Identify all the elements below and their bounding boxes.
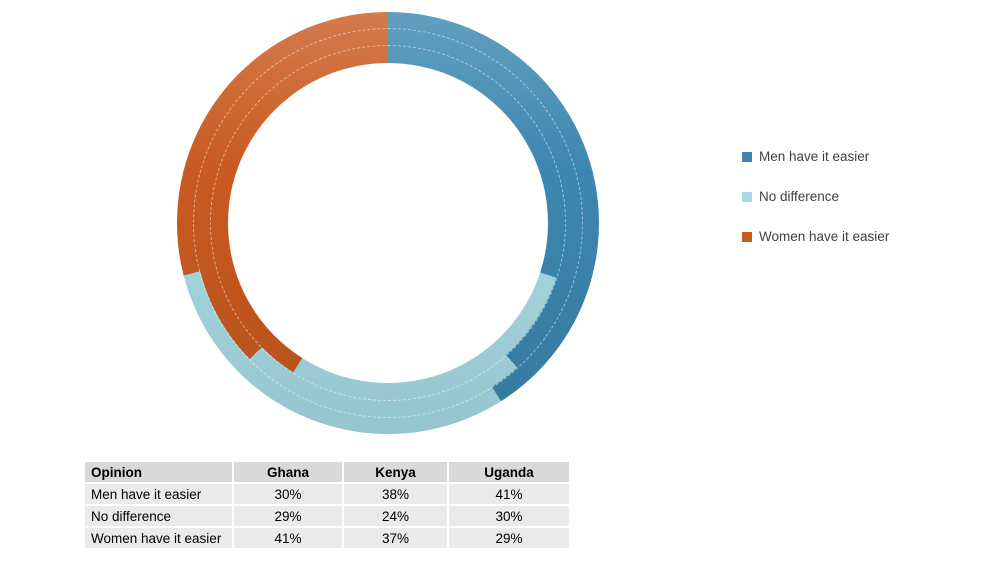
legend-item: Men have it easier [742,150,889,164]
table-header-cell: Uganda [448,462,571,484]
legend-label: Women have it easier [759,229,890,244]
table-row: Women have it easier 41% 37% 29% [85,527,571,550]
table-cell: No difference [85,505,234,528]
ring-separator-outer [193,28,583,418]
table-cell: 24% [343,505,449,528]
table-header-row: Opinion Ghana Kenya Uganda [85,462,571,484]
table-header: Opinion Ghana Kenya Uganda [85,462,571,484]
ring-separator-inner [210,45,566,401]
donut-hole [228,63,548,383]
legend-swatch-icon [742,152,752,162]
table-cell: 41% [448,483,571,506]
table-row: No difference 29% 24% 30% [85,505,571,528]
table-cell: 37% [343,527,449,550]
table-cell: 41% [233,527,344,550]
table-header-cell: Ghana [233,462,344,484]
table-cell: 30% [448,505,571,528]
donut-chart [177,12,599,434]
data-table: Opinion Ghana Kenya Uganda Men have it easi… [85,462,571,550]
table-cell: 30% [233,483,344,506]
table-cell: 29% [448,527,571,550]
legend-swatch-icon [742,232,752,242]
table-row: Men have it easier 30% 38% 41% [85,483,571,506]
table-header-cell: Opinion [85,462,234,484]
table-cell: Women have it easier [85,527,234,550]
legend-item: No difference [742,190,889,204]
table-cell: Men have it easier [85,483,234,506]
table-body: Men have it easier 30% 38% 41% No difference… [85,483,571,550]
legend-label: Men have it easier [759,149,870,164]
legend-swatch-icon [742,192,752,202]
chart-legend: Men have it easier No difference Women hav… [742,150,889,244]
legend-label: No difference [759,189,840,204]
table-cell: 38% [343,483,449,506]
table-cell: 29% [233,505,344,528]
legend-item: Women have it easier [742,230,889,244]
table-header-cell: Kenya [343,462,449,484]
